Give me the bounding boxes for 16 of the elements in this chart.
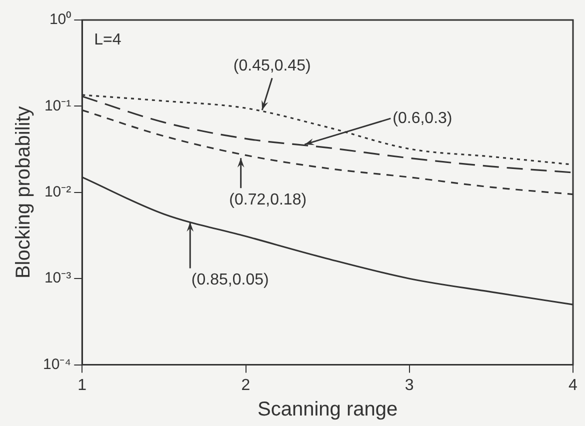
- annotation: L=4: [94, 31, 122, 48]
- y-tick-label: 10⁻¹: [44, 97, 72, 114]
- annotation: (0.6,0.3): [392, 110, 452, 127]
- x-tick-label: 3: [404, 376, 414, 394]
- y-tick-label: 10⁰: [49, 11, 72, 28]
- annotation: (0.85,0.05): [191, 272, 269, 289]
- y-tick-label: 10⁻²: [44, 184, 72, 201]
- annotation: (0.72,0.18): [229, 192, 307, 209]
- y-axis-title: Blocking probability: [12, 106, 35, 279]
- annotation: (0.45,0.45): [233, 58, 311, 75]
- y-tick-label: 10⁻⁴: [42, 356, 72, 373]
- x-axis-title: Scanning range: [258, 398, 398, 421]
- x-tick-label: 4: [568, 376, 578, 394]
- x-tick-label: 1: [78, 376, 87, 394]
- y-tick-label: 10⁻³: [44, 270, 72, 287]
- x-tick-label: 2: [241, 376, 250, 394]
